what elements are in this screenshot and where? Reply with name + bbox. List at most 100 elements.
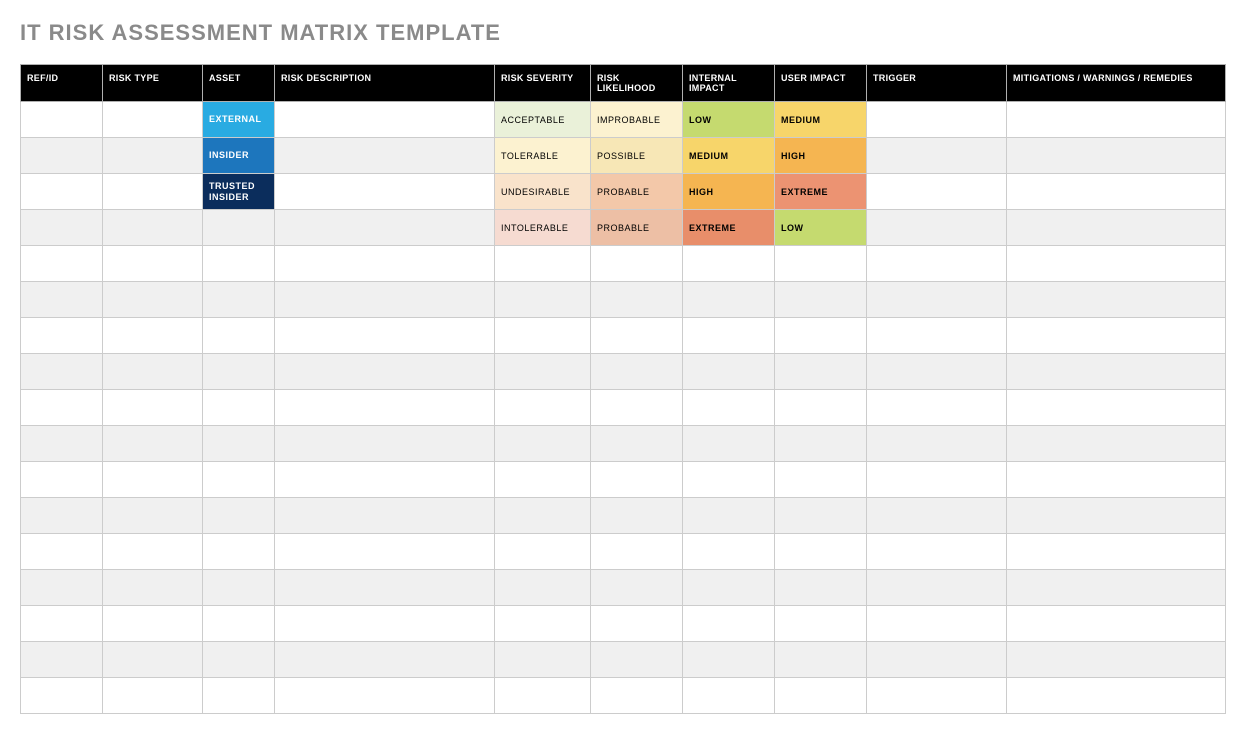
cell-internal[interactable] — [683, 390, 775, 426]
cell-riskType[interactable] — [103, 210, 203, 246]
cell-trigger[interactable] — [867, 390, 1007, 426]
cell-riskType[interactable] — [103, 390, 203, 426]
cell-user[interactable] — [775, 318, 867, 354]
cell-mitig[interactable] — [1007, 606, 1226, 642]
cell-desc[interactable] — [275, 426, 495, 462]
cell-ref[interactable] — [21, 174, 103, 210]
cell-severity[interactable] — [495, 390, 591, 426]
cell-ref[interactable] — [21, 246, 103, 282]
cell-user[interactable] — [775, 426, 867, 462]
cell-user[interactable] — [775, 246, 867, 282]
cell-internal[interactable] — [683, 246, 775, 282]
cell-user[interactable] — [775, 642, 867, 678]
cell-likelihood[interactable] — [591, 426, 683, 462]
cell-asset[interactable] — [203, 462, 275, 498]
cell-trigger[interactable] — [867, 498, 1007, 534]
cell-desc[interactable] — [275, 390, 495, 426]
cell-riskType[interactable] — [103, 282, 203, 318]
cell-trigger[interactable] — [867, 354, 1007, 390]
cell-severity[interactable]: ACCEPTABLE — [495, 102, 591, 138]
cell-severity[interactable] — [495, 318, 591, 354]
cell-asset[interactable] — [203, 246, 275, 282]
cell-asset[interactable] — [203, 426, 275, 462]
cell-mitig[interactable] — [1007, 642, 1226, 678]
cell-riskType[interactable] — [103, 318, 203, 354]
cell-asset[interactable]: INSIDER — [203, 138, 275, 174]
cell-likelihood[interactable] — [591, 318, 683, 354]
cell-internal[interactable]: LOW — [683, 102, 775, 138]
cell-asset[interactable] — [203, 570, 275, 606]
cell-ref[interactable] — [21, 102, 103, 138]
cell-mitig[interactable] — [1007, 678, 1226, 714]
cell-asset[interactable]: EXTERNAL — [203, 102, 275, 138]
cell-likelihood[interactable] — [591, 570, 683, 606]
cell-severity[interactable] — [495, 282, 591, 318]
cell-riskType[interactable] — [103, 678, 203, 714]
cell-asset[interactable] — [203, 210, 275, 246]
cell-likelihood[interactable]: IMPROBABLE — [591, 102, 683, 138]
cell-internal[interactable]: MEDIUM — [683, 138, 775, 174]
cell-asset[interactable] — [203, 354, 275, 390]
cell-trigger[interactable] — [867, 426, 1007, 462]
cell-riskType[interactable] — [103, 246, 203, 282]
cell-trigger[interactable] — [867, 174, 1007, 210]
cell-desc[interactable] — [275, 246, 495, 282]
cell-mitig[interactable] — [1007, 354, 1226, 390]
cell-severity[interactable] — [495, 642, 591, 678]
cell-riskType[interactable] — [103, 426, 203, 462]
cell-likelihood[interactable] — [591, 498, 683, 534]
cell-internal[interactable] — [683, 678, 775, 714]
cell-trigger[interactable] — [867, 138, 1007, 174]
cell-mitig[interactable] — [1007, 174, 1226, 210]
cell-likelihood[interactable]: PROBABLE — [591, 210, 683, 246]
cell-riskType[interactable] — [103, 570, 203, 606]
cell-mitig[interactable] — [1007, 282, 1226, 318]
cell-severity[interactable] — [495, 462, 591, 498]
cell-user[interactable] — [775, 606, 867, 642]
cell-mitig[interactable] — [1007, 246, 1226, 282]
cell-riskType[interactable] — [103, 138, 203, 174]
cell-internal[interactable] — [683, 642, 775, 678]
cell-internal[interactable] — [683, 534, 775, 570]
cell-user[interactable] — [775, 498, 867, 534]
cell-riskType[interactable] — [103, 534, 203, 570]
cell-riskType[interactable] — [103, 354, 203, 390]
cell-severity[interactable] — [495, 246, 591, 282]
cell-desc[interactable] — [275, 282, 495, 318]
cell-likelihood[interactable] — [591, 354, 683, 390]
cell-severity[interactable] — [495, 354, 591, 390]
cell-mitig[interactable] — [1007, 462, 1226, 498]
cell-trigger[interactable] — [867, 534, 1007, 570]
cell-internal[interactable] — [683, 606, 775, 642]
cell-desc[interactable] — [275, 102, 495, 138]
cell-severity[interactable] — [495, 498, 591, 534]
cell-likelihood[interactable] — [591, 390, 683, 426]
cell-desc[interactable] — [275, 210, 495, 246]
cell-trigger[interactable] — [867, 282, 1007, 318]
cell-trigger[interactable] — [867, 642, 1007, 678]
cell-likelihood[interactable] — [591, 534, 683, 570]
cell-user[interactable]: EXTREME — [775, 174, 867, 210]
cell-desc[interactable] — [275, 462, 495, 498]
cell-asset[interactable] — [203, 498, 275, 534]
cell-asset[interactable]: TRUSTED INSIDER — [203, 174, 275, 210]
cell-ref[interactable] — [21, 606, 103, 642]
cell-severity[interactable]: INTOLERABLE — [495, 210, 591, 246]
cell-riskType[interactable] — [103, 642, 203, 678]
cell-user[interactable] — [775, 462, 867, 498]
cell-severity[interactable]: UNDESIRABLE — [495, 174, 591, 210]
cell-internal[interactable] — [683, 354, 775, 390]
cell-severity[interactable] — [495, 570, 591, 606]
cell-internal[interactable] — [683, 570, 775, 606]
cell-desc[interactable] — [275, 534, 495, 570]
cell-mitig[interactable] — [1007, 138, 1226, 174]
cell-user[interactable]: HIGH — [775, 138, 867, 174]
cell-trigger[interactable] — [867, 462, 1007, 498]
cell-mitig[interactable] — [1007, 390, 1226, 426]
cell-trigger[interactable] — [867, 606, 1007, 642]
cell-desc[interactable] — [275, 318, 495, 354]
cell-ref[interactable] — [21, 138, 103, 174]
cell-trigger[interactable] — [867, 318, 1007, 354]
cell-asset[interactable] — [203, 390, 275, 426]
cell-likelihood[interactable] — [591, 606, 683, 642]
